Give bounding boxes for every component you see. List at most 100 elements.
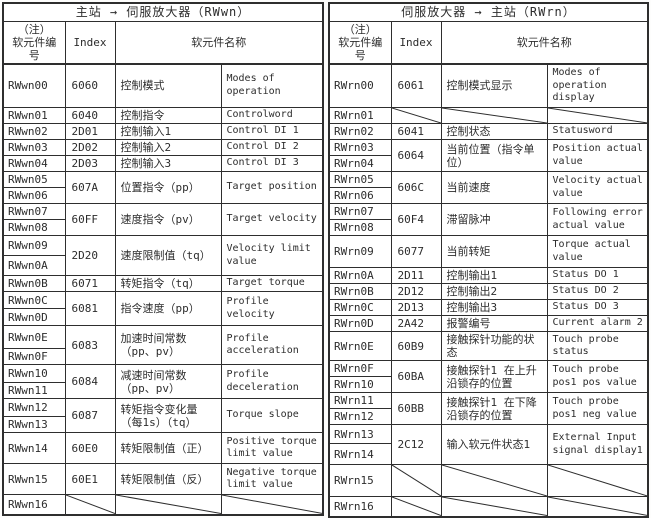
device-number-cell: RWwn01 — [2, 107, 66, 124]
device-number-cell: RWrn05 — [328, 171, 392, 188]
device-number-cell: RWrn09 — [328, 235, 392, 268]
device-number-cell: RWrn16 — [328, 496, 392, 517]
name-cn-cell: 位置指令（pp） — [114, 171, 222, 204]
name-en-cell: Current alarm 2 — [546, 315, 649, 332]
diagonal-line-icon — [442, 465, 547, 496]
device-number-cell: RWrn12 — [328, 408, 392, 425]
empty-index-cell — [390, 464, 442, 497]
device-number-cell: RWrn0D — [328, 315, 392, 332]
name-en-cell: Control DI 2 — [220, 139, 324, 156]
device-number-cell: RWwn04 — [2, 155, 66, 172]
name-en-cell: Touch probe pos1 pos value — [546, 360, 649, 393]
diagonal-line-icon — [442, 497, 547, 516]
index-cell: 606C — [390, 171, 442, 204]
device-number-cell: RWrn04 — [328, 155, 392, 172]
table-row: RWwn05 607A 位置指令（pp） Target position — [2, 171, 324, 204]
name-cn-cell: 接触探针功能的状态 — [440, 331, 548, 361]
device-number-cell: RWwn0E — [2, 325, 66, 349]
table-row: RWwn04 2D03 控制输入3 Control DI 3 — [2, 155, 324, 172]
device-number-cell: RWwn05 — [2, 171, 66, 188]
device-number-cell: RWrn08 — [328, 219, 392, 236]
name-en-cell: Statusword — [546, 123, 649, 140]
name-cn-cell: 接触探针1 在下降沿锁存的位置 — [440, 392, 548, 425]
device-number-cell: RWrn0C — [328, 299, 392, 316]
diagonal-line-icon — [548, 465, 648, 496]
name-en-cell: Velocity limit value — [220, 235, 324, 276]
device-number-cell: RWwn0B — [2, 275, 66, 292]
diagonal-line-icon — [66, 495, 115, 514]
device-number-cell: RWwn15 — [2, 463, 66, 495]
name-en-cell: Following error actual value — [546, 203, 649, 236]
table-title-rwrn: 伺服放大器 → 主站（RWrn） — [328, 2, 649, 22]
index-cell: 2A42 — [390, 315, 442, 332]
name-cn-cell: 控制模式 — [114, 63, 222, 108]
device-number-cell: RWwn16 — [2, 494, 66, 515]
name-cn-cell: 指令速度（pp） — [114, 291, 222, 326]
name-cn-cell: 控制输入2 — [114, 139, 222, 156]
name-cn-cell: 转矩指令变化量（每1s）（tq） — [114, 398, 222, 433]
device-number-cell: RWrn0A — [328, 267, 392, 284]
device-number-cell: RWrn03 — [328, 139, 392, 156]
name-cn-cell: 接触探针1 在上升沿锁存的位置 — [440, 360, 548, 393]
index-cell: 2D11 — [390, 267, 442, 284]
index-cell: 6084 — [64, 364, 116, 399]
table-row: RWwn10 6084 减速时间常数（pp、pv） Profile decelerat… — [2, 364, 324, 399]
name-en-cell: Torque actual value — [546, 235, 649, 268]
name-en-cell: Velocity actual value — [546, 171, 649, 204]
index-cell: 6060 — [64, 63, 116, 108]
name-en-cell: Negative torque limit value — [220, 463, 324, 495]
diagonal-line-icon — [392, 497, 441, 516]
table-row: RWwn0F — [2, 348, 323, 365]
name-en-cell: Target torque — [220, 275, 324, 292]
col-header-device-name: 软元件名称 — [114, 20, 324, 65]
name-en-cell: Status DO 2 — [546, 283, 649, 300]
name-cn-cell: 当前速度 — [440, 171, 548, 204]
table-row: RWwn15 60E1 转矩限制值（反） Negative torque limit … — [2, 463, 324, 495]
name-cn-cell: 当前位置（指令单位） — [440, 139, 548, 172]
diagonal-line-icon — [548, 108, 648, 123]
table-row: RWwn09 2D20 速度限制值（tq） Velocity limit value — [2, 235, 324, 276]
device-number-cell: RWrn11 — [328, 392, 392, 409]
name-cn-cell: 加速时间常数（pp、pv） — [114, 325, 222, 365]
name-cn-cell: 报警编号 — [440, 315, 548, 332]
table-row: RWrn02 6041 控制状态 Statusword — [328, 123, 649, 140]
name-cn-cell: 减速时间常数（pp、pv） — [114, 364, 222, 399]
table-row: RWrn01 — [328, 107, 649, 124]
table-row: RWrn0C 2D13 控制输出3 Status DO 3 — [328, 299, 649, 316]
name-en-cell: External Input signal display1 — [546, 424, 649, 465]
index-cell: 6087 — [64, 398, 116, 433]
name-cn-cell: 速度指令（pv） — [114, 203, 222, 236]
name-en-cell: Modes of operation display — [546, 63, 649, 108]
index-cell: 6040 — [64, 107, 116, 124]
name-en-cell: Status DO 1 — [546, 267, 649, 284]
empty-name-cn-cell — [114, 494, 222, 515]
index-cell: 6064 — [390, 139, 442, 172]
table-row: RWrn0B 2D12 控制输出2 Status DO 2 — [328, 283, 649, 300]
table-row: RWwn00 6060 控制模式 Modes of operation — [2, 63, 324, 108]
table-row: RWrn05 606C 当前速度 Velocity actual value — [328, 171, 649, 204]
device-number-cell: RWwn14 — [2, 432, 66, 464]
name-en-cell: Touch probe pos1 neg value — [546, 392, 649, 425]
device-number-cell: RWwn02 — [2, 123, 66, 140]
table-row: RWrn13 2C12 输入软元件状态1 External Input signal … — [328, 424, 649, 465]
device-number-cell: RWwn0F — [2, 348, 66, 365]
index-cell: 6083 — [64, 325, 116, 365]
device-number-cell: RWrn06 — [328, 187, 392, 204]
name-en-cell: Profile deceleration — [220, 364, 324, 399]
device-number-cell: RWwn00 — [2, 63, 66, 108]
device-number-cell: RWrn0E — [328, 331, 392, 361]
device-number-cell: RWrn07 — [328, 203, 392, 220]
empty-index-cell — [64, 494, 116, 515]
empty-name-en-cell — [546, 464, 649, 497]
name-cn-cell: 控制指令 — [114, 107, 222, 124]
table-row: RWwn11 — [2, 382, 323, 399]
table-row: RWrn09 6077 当前转矩 Torque actual value — [328, 235, 649, 268]
name-en-cell: Target velocity — [220, 203, 324, 236]
index-cell: 2C12 — [390, 424, 442, 465]
device-number-cell: RWrn13 — [328, 424, 392, 444]
name-en-cell: Touch probe status — [546, 331, 649, 361]
device-number-cell: RWwn07 — [2, 203, 66, 220]
name-cn-cell: 速度限制值（tq） — [114, 235, 222, 276]
table-row: RWwn07 60FF 速度指令（pv） Target velocity — [2, 203, 324, 236]
empty-name-en-cell — [546, 496, 649, 517]
